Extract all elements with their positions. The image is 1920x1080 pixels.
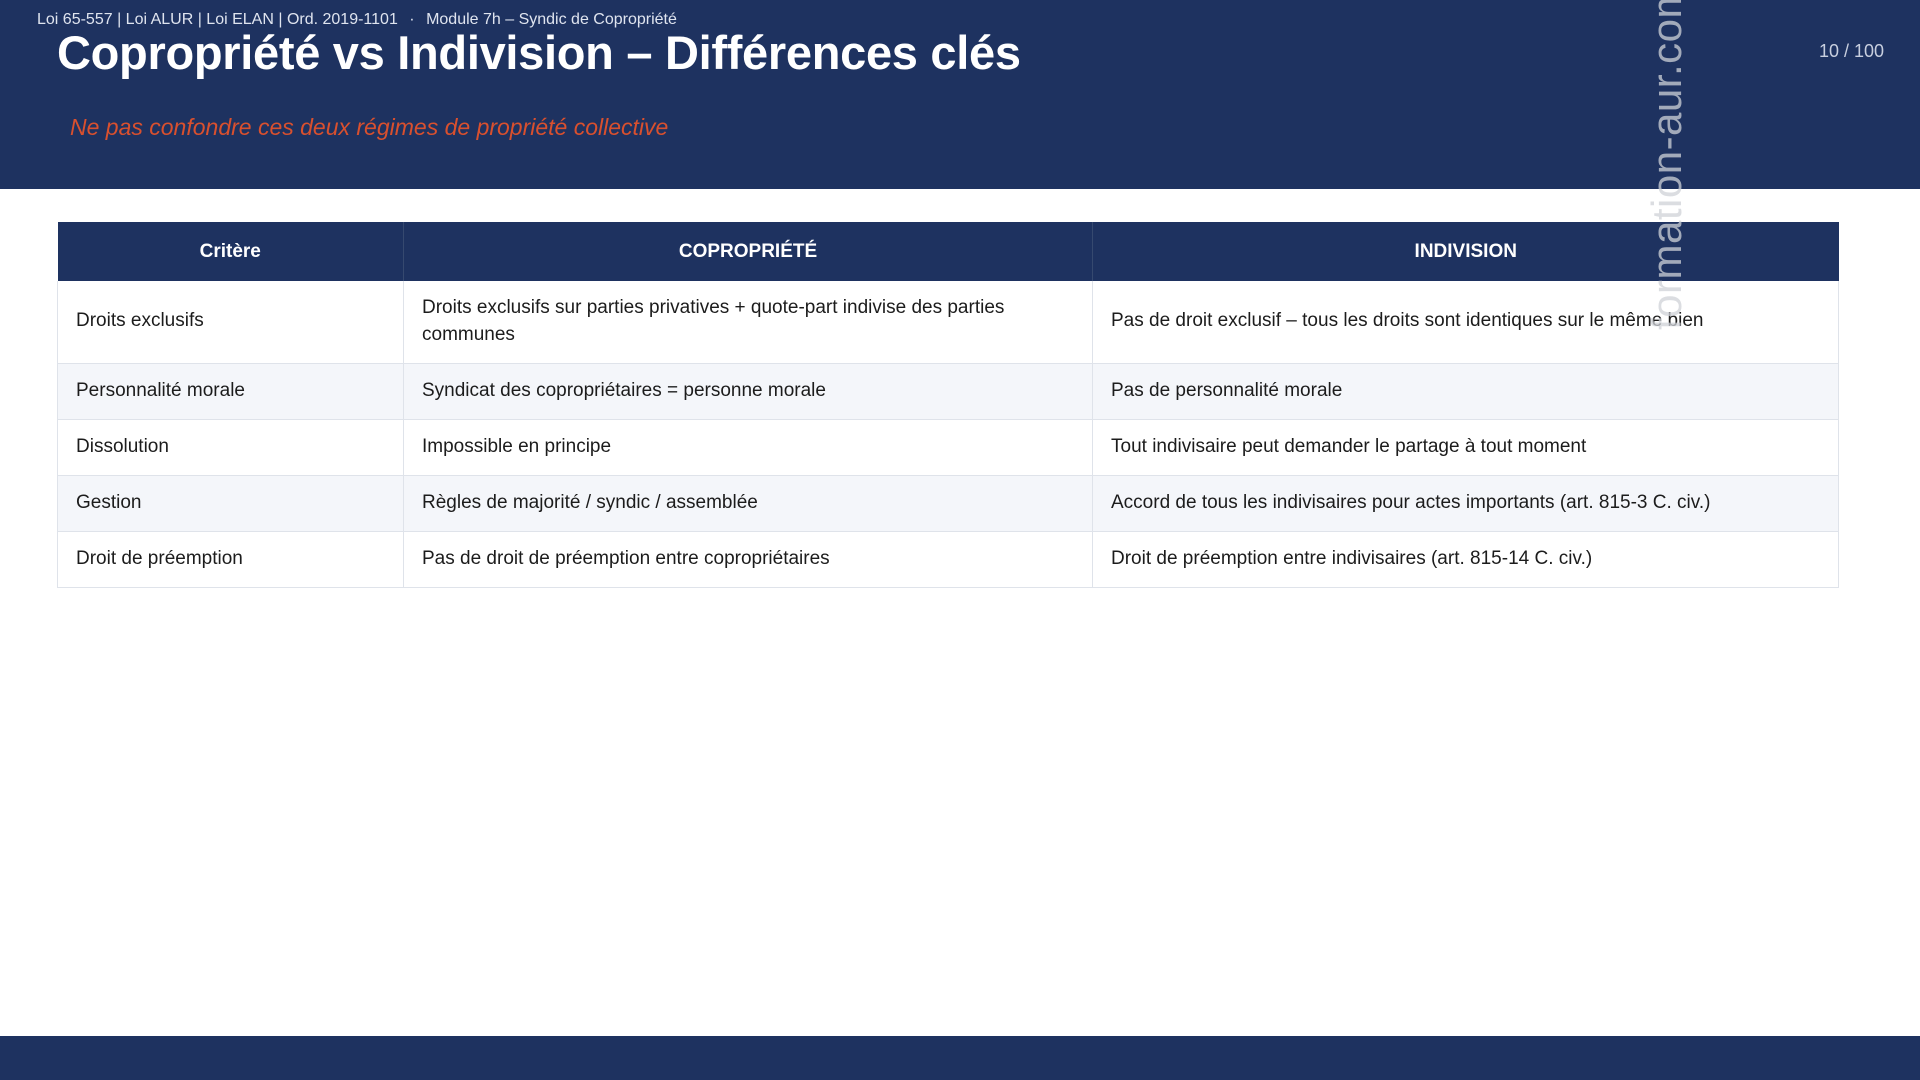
table-row: Personnalité morale Syndicat des copropr…: [57, 363, 1839, 420]
page-title: Copropriété vs Indivision – Différences …: [57, 26, 1021, 79]
column-header-indivision: INDIVISION: [1092, 222, 1839, 281]
cell-critere: Droits exclusifs: [57, 281, 404, 364]
cell-copropriete: Règles de majorité / syndic / assemblée: [403, 475, 1093, 532]
cell-indivision: Tout indivisaire peut demander le partag…: [1092, 419, 1839, 476]
footer-band: [0, 1036, 1920, 1080]
table-row: Dissolution Impossible en principe Tout …: [57, 419, 1839, 476]
cell-indivision: Accord de tous les indivisaires pour act…: [1092, 475, 1839, 532]
cell-critere: Personnalité morale: [57, 363, 404, 420]
cell-copropriete: Pas de droit de préemption entre copropr…: [403, 531, 1093, 588]
comparison-table: Critère COPROPRIÉTÉ INDIVISION Droits ex…: [57, 222, 1839, 588]
header-band: [0, 0, 1920, 189]
cell-indivision: Pas de droit exclusif – tous les droits …: [1092, 281, 1839, 364]
table-header-row: Critère COPROPRIÉTÉ INDIVISION: [57, 222, 1839, 281]
comparison-table-container: Critère COPROPRIÉTÉ INDIVISION Droits ex…: [57, 222, 1839, 588]
cell-indivision: Pas de personnalité morale: [1092, 363, 1839, 420]
footer-laws: Loi 65-557 | Loi ALUR | Loi ELAN | Ord. …: [37, 11, 398, 28]
footer-separator: ·: [409, 11, 415, 28]
table-row: Droit de préemption Pas de droit de prée…: [57, 531, 1839, 588]
cell-copropriete: Droits exclusifs sur parties privatives …: [403, 281, 1093, 364]
cell-copropriete: Syndicat des copropriétaires = personne …: [403, 363, 1093, 420]
cell-copropriete: Impossible en principe: [403, 419, 1093, 476]
table-header: Critère COPROPRIÉTÉ INDIVISION: [57, 222, 1839, 281]
cell-critere: Gestion: [57, 475, 404, 532]
column-header-copropriete: COPROPRIÉTÉ: [403, 222, 1093, 281]
table-row: Gestion Règles de majorité / syndic / as…: [57, 475, 1839, 532]
page-subtitle: Ne pas confondre ces deux régimes de pro…: [70, 114, 669, 140]
table-body: Droits exclusifs Droits exclusifs sur pa…: [57, 281, 1839, 588]
page-indicator: 10 / 100: [1818, 41, 1884, 61]
cell-critere: Dissolution: [57, 419, 404, 476]
footer: Loi 65-557 | Loi ALUR | Loi ELAN | Ord. …: [37, 11, 677, 29]
cell-indivision: Droit de préemption entre indivisaires (…: [1092, 531, 1839, 588]
footer-module: Module 7h – Syndic de Copropriété: [426, 11, 677, 28]
table-row: Droits exclusifs Droits exclusifs sur pa…: [57, 281, 1839, 364]
column-header-critere: Critère: [57, 222, 404, 281]
cell-critere: Droit de préemption: [57, 531, 404, 588]
